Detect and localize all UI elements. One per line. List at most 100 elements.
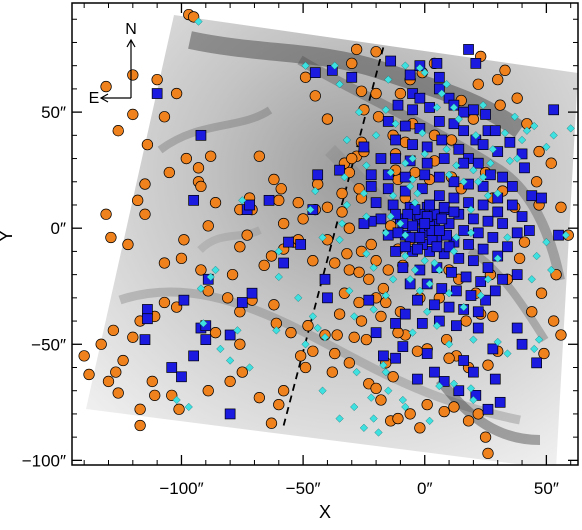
circle-point bbox=[241, 229, 253, 241]
x-tick-label: −100″ bbox=[159, 479, 203, 498]
circle-point bbox=[360, 333, 373, 346]
diamond-point bbox=[401, 231, 410, 240]
square-point bbox=[470, 58, 482, 69]
x-tick-label: 50″ bbox=[534, 479, 559, 498]
square-point bbox=[429, 299, 440, 311]
axis-ticks: −100″ −50″ 0″ 50″ −100″ −50″ 0″ 50″ bbox=[22, 3, 578, 498]
circle-point bbox=[482, 447, 494, 460]
circle-point bbox=[518, 236, 531, 248]
diamond-point bbox=[294, 293, 303, 302]
diamond-point bbox=[379, 361, 388, 370]
square-point bbox=[463, 197, 474, 209]
circle-point bbox=[299, 71, 312, 83]
circle-point bbox=[336, 206, 348, 218]
circle-point bbox=[192, 162, 205, 174]
diamond-point bbox=[340, 173, 349, 182]
circle-point bbox=[392, 412, 404, 425]
diamond-point bbox=[354, 108, 364, 117]
diamond-point bbox=[493, 337, 502, 347]
circle-point bbox=[370, 255, 382, 267]
square-point bbox=[446, 266, 457, 278]
square-point bbox=[283, 236, 294, 248]
diamond-point bbox=[199, 319, 208, 328]
diamond-point bbox=[362, 212, 371, 221]
circle-point bbox=[163, 166, 175, 179]
square-point bbox=[433, 190, 445, 202]
diamond-point bbox=[442, 145, 451, 154]
diamond-point bbox=[425, 279, 434, 288]
square-point bbox=[363, 294, 375, 306]
square-point bbox=[453, 143, 465, 155]
square-point bbox=[477, 181, 489, 192]
square-point bbox=[176, 371, 187, 383]
nebula-filament bbox=[157, 106, 273, 154]
circle-point bbox=[151, 73, 163, 86]
diamond-point bbox=[272, 326, 281, 335]
circle-point bbox=[277, 217, 290, 230]
diamond-point bbox=[413, 189, 422, 198]
square-point bbox=[482, 215, 494, 227]
square-point bbox=[438, 376, 450, 387]
square-point bbox=[472, 306, 484, 318]
square-point bbox=[424, 199, 435, 211]
circle-point bbox=[487, 310, 499, 323]
diamond-point bbox=[398, 395, 407, 405]
circle-point bbox=[353, 296, 365, 309]
diamond-point bbox=[449, 247, 459, 256]
circle-point bbox=[234, 241, 246, 253]
nebula-filament bbox=[297, 55, 565, 281]
circle-point bbox=[195, 180, 207, 193]
circle-point bbox=[409, 166, 421, 179]
square-point bbox=[385, 55, 397, 67]
circle-point bbox=[180, 152, 192, 165]
square-point bbox=[188, 350, 199, 362]
square-point bbox=[436, 283, 448, 294]
diamond-point bbox=[206, 272, 215, 282]
circle-point bbox=[535, 287, 548, 299]
diamond-point bbox=[274, 272, 283, 282]
square-point bbox=[448, 118, 460, 130]
diamond-point bbox=[493, 254, 502, 263]
circle-point bbox=[467, 113, 480, 125]
diamond-point bbox=[238, 196, 247, 205]
square-point bbox=[390, 352, 401, 364]
compass-east-label: E bbox=[89, 90, 100, 107]
square-point bbox=[429, 366, 440, 378]
circle-point bbox=[404, 408, 416, 420]
diamond-point bbox=[452, 161, 461, 170]
circle-point bbox=[297, 213, 309, 225]
circle-point bbox=[265, 417, 278, 429]
diamond-point bbox=[435, 381, 444, 391]
diamond-point bbox=[211, 265, 220, 275]
diamond-point bbox=[318, 386, 327, 395]
square-point bbox=[487, 232, 499, 243]
circle-point bbox=[392, 327, 404, 339]
circle-point bbox=[375, 394, 387, 406]
circle-point bbox=[331, 329, 343, 341]
diamond-point bbox=[342, 135, 351, 145]
square-point bbox=[139, 334, 151, 345]
square-point bbox=[489, 285, 501, 297]
square-point bbox=[485, 169, 496, 181]
circle-point bbox=[234, 338, 246, 350]
diamond-point bbox=[406, 275, 415, 284]
circle-point bbox=[105, 231, 117, 244]
square-point bbox=[375, 213, 387, 225]
square-point bbox=[460, 271, 472, 283]
circle-point bbox=[377, 282, 390, 295]
diamond-point bbox=[532, 251, 541, 261]
diamond-point bbox=[406, 182, 415, 191]
square-point bbox=[312, 169, 324, 181]
diamond-point bbox=[320, 333, 330, 342]
nebula-filament bbox=[197, 226, 262, 253]
square-point bbox=[412, 373, 423, 385]
diamond-point bbox=[432, 103, 441, 112]
diamond-point bbox=[216, 344, 225, 354]
diamond-point bbox=[401, 159, 410, 168]
square-point bbox=[224, 408, 236, 420]
square-point bbox=[480, 294, 491, 306]
square-point bbox=[497, 218, 508, 229]
diamond-point bbox=[469, 335, 478, 344]
square-point bbox=[370, 197, 382, 209]
